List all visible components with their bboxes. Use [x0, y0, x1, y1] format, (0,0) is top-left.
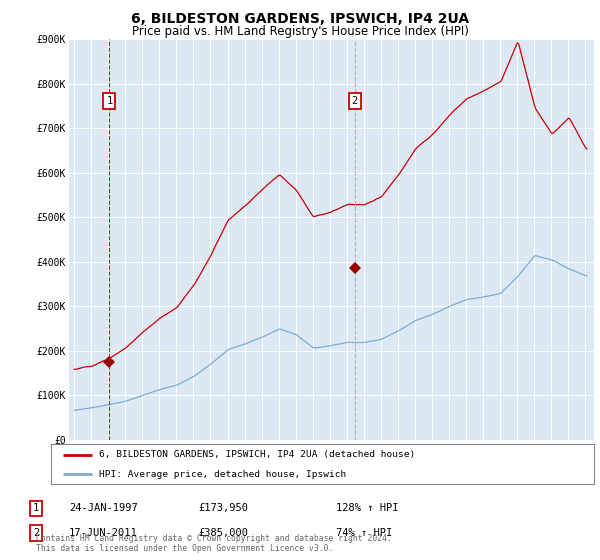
Text: 2: 2 — [352, 96, 358, 106]
Text: 2: 2 — [33, 528, 39, 538]
Text: Price paid vs. HM Land Registry's House Price Index (HPI): Price paid vs. HM Land Registry's House … — [131, 25, 469, 38]
Text: £385,000: £385,000 — [198, 528, 248, 538]
Text: 1: 1 — [106, 96, 113, 106]
Text: 24-JAN-1997: 24-JAN-1997 — [69, 503, 138, 514]
Text: £173,950: £173,950 — [198, 503, 248, 514]
Text: 6, BILDESTON GARDENS, IPSWICH, IP4 2UA: 6, BILDESTON GARDENS, IPSWICH, IP4 2UA — [131, 12, 469, 26]
Text: 17-JUN-2011: 17-JUN-2011 — [69, 528, 138, 538]
Text: 128% ↑ HPI: 128% ↑ HPI — [336, 503, 398, 514]
Text: 74% ↑ HPI: 74% ↑ HPI — [336, 528, 392, 538]
Text: 6, BILDESTON GARDENS, IPSWICH, IP4 2UA (detached house): 6, BILDESTON GARDENS, IPSWICH, IP4 2UA (… — [99, 450, 415, 459]
Text: Contains HM Land Registry data © Crown copyright and database right 2024.
This d: Contains HM Land Registry data © Crown c… — [36, 534, 392, 553]
Text: 1: 1 — [33, 503, 39, 514]
Text: HPI: Average price, detached house, Ipswich: HPI: Average price, detached house, Ipsw… — [99, 470, 346, 479]
